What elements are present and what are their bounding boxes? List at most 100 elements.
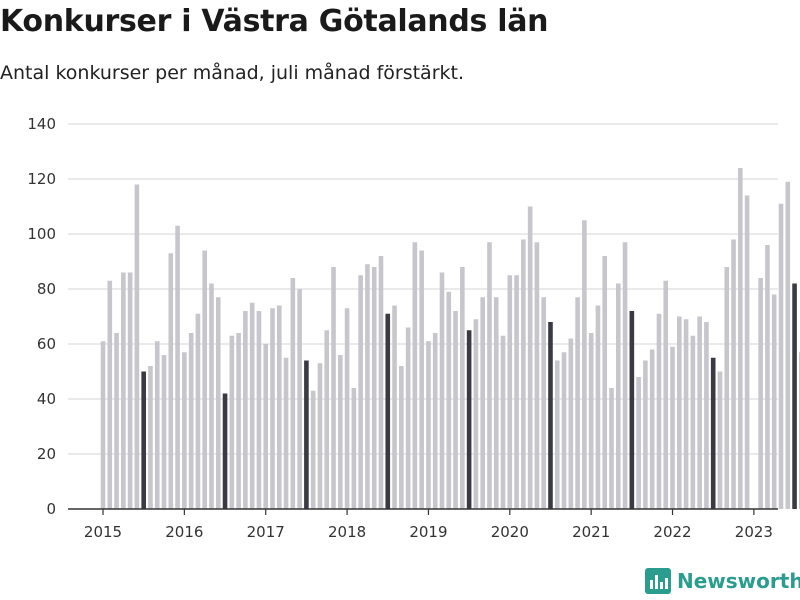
bar: [514, 275, 519, 509]
bar: [188, 333, 194, 509]
bar: [249, 302, 255, 509]
bar: [758, 278, 763, 509]
bar: [507, 275, 513, 509]
bar: [724, 267, 730, 509]
bar: [453, 311, 458, 509]
x-tick-label: 2023: [735, 523, 773, 541]
bar: [609, 388, 614, 509]
bar: [148, 366, 153, 509]
bar: [677, 316, 682, 509]
y-tick-label: 40: [37, 390, 56, 408]
y-axis-ticks: 0 20 40 60 80 100 120 140: [27, 115, 56, 518]
bar: [588, 333, 594, 509]
bar: [521, 239, 526, 509]
bar: [615, 283, 621, 509]
y-tick-label: 100: [27, 225, 56, 243]
x-axis: 2015201620172018201920202021202220232024: [68, 508, 778, 541]
bar: [643, 360, 648, 509]
bar: [202, 250, 207, 509]
bar: [114, 333, 119, 509]
bar: [229, 335, 235, 509]
bar: [263, 344, 269, 509]
y-tick-label: 0: [46, 500, 56, 518]
bar: [704, 322, 709, 509]
brand-name: Newsworthy: [677, 569, 800, 593]
bar: [107, 280, 113, 509]
bar: [419, 250, 424, 509]
bar: [385, 313, 391, 509]
bar: [731, 239, 736, 509]
bar: [378, 256, 384, 509]
y-tick-label: 20: [37, 445, 56, 463]
x-tick-label: 2018: [328, 523, 366, 541]
bar: [405, 327, 411, 509]
bar: [670, 346, 675, 509]
chart-title: Konkurser i Västra Götalands län: [0, 4, 549, 39]
x-tick-label: 2016: [165, 523, 203, 541]
bar: [602, 256, 608, 509]
x-tick-label: 2015: [84, 523, 122, 541]
bar: [182, 352, 187, 509]
bar: [127, 272, 133, 509]
bar: [317, 363, 323, 509]
bar: [527, 206, 533, 509]
bar: [121, 272, 126, 509]
bars: [100, 168, 800, 509]
bar: [575, 297, 580, 509]
bar: [365, 264, 370, 509]
bar: [548, 322, 553, 509]
bar: [371, 267, 377, 509]
bar-chart-logo-icon: [645, 568, 671, 594]
bar: [324, 330, 330, 509]
bar: [195, 313, 201, 509]
bar: [243, 311, 248, 509]
bar: [487, 242, 492, 509]
bar: [744, 195, 750, 509]
bar: [500, 335, 506, 509]
bar: [304, 360, 309, 509]
x-tick-label: 2017: [247, 523, 285, 541]
bar: [785, 181, 791, 509]
bar: [297, 289, 302, 509]
bar: [392, 305, 397, 509]
bar: [771, 294, 777, 509]
y-tick-label: 80: [37, 280, 56, 298]
x-tick-label: 2019: [409, 523, 447, 541]
bar: [256, 311, 262, 509]
bar: [141, 371, 146, 509]
x-tick-label: 2022: [653, 523, 691, 541]
bar: [412, 242, 418, 509]
bar: [622, 242, 628, 509]
bar: [683, 319, 689, 509]
bar: [161, 355, 167, 509]
bar: [222, 393, 228, 509]
bar: [778, 203, 784, 509]
bar: [236, 333, 241, 509]
bar: [697, 316, 702, 509]
bar: [466, 330, 472, 509]
bar: [717, 371, 723, 509]
bar: [439, 272, 445, 509]
chart-subtitle: Antal konkurser per månad, juli månad fö…: [0, 62, 465, 84]
bar: [690, 335, 696, 509]
bar: [358, 275, 363, 509]
bar-chart: 0 20 40 60 80 100 120 140 2015 2016 2017 2018 2019 2…: [27, 115, 800, 541]
bar: [310, 390, 316, 509]
bar: [290, 278, 296, 509]
y-tick-label: 120: [27, 170, 56, 188]
bar: [460, 267, 465, 509]
bar: [270, 308, 275, 509]
bar: [493, 297, 499, 509]
x-tick-label: 2021: [572, 523, 610, 541]
x-tick-label: 2020: [491, 523, 529, 541]
bar: [636, 377, 641, 509]
y-tick-label: 60: [37, 335, 56, 353]
bar: [473, 319, 479, 509]
bar: [568, 338, 574, 509]
bar: [134, 184, 140, 509]
bar: [168, 253, 174, 509]
bar: [331, 267, 336, 509]
bar: [792, 283, 797, 509]
bar: [283, 357, 289, 509]
bar: [561, 352, 567, 509]
